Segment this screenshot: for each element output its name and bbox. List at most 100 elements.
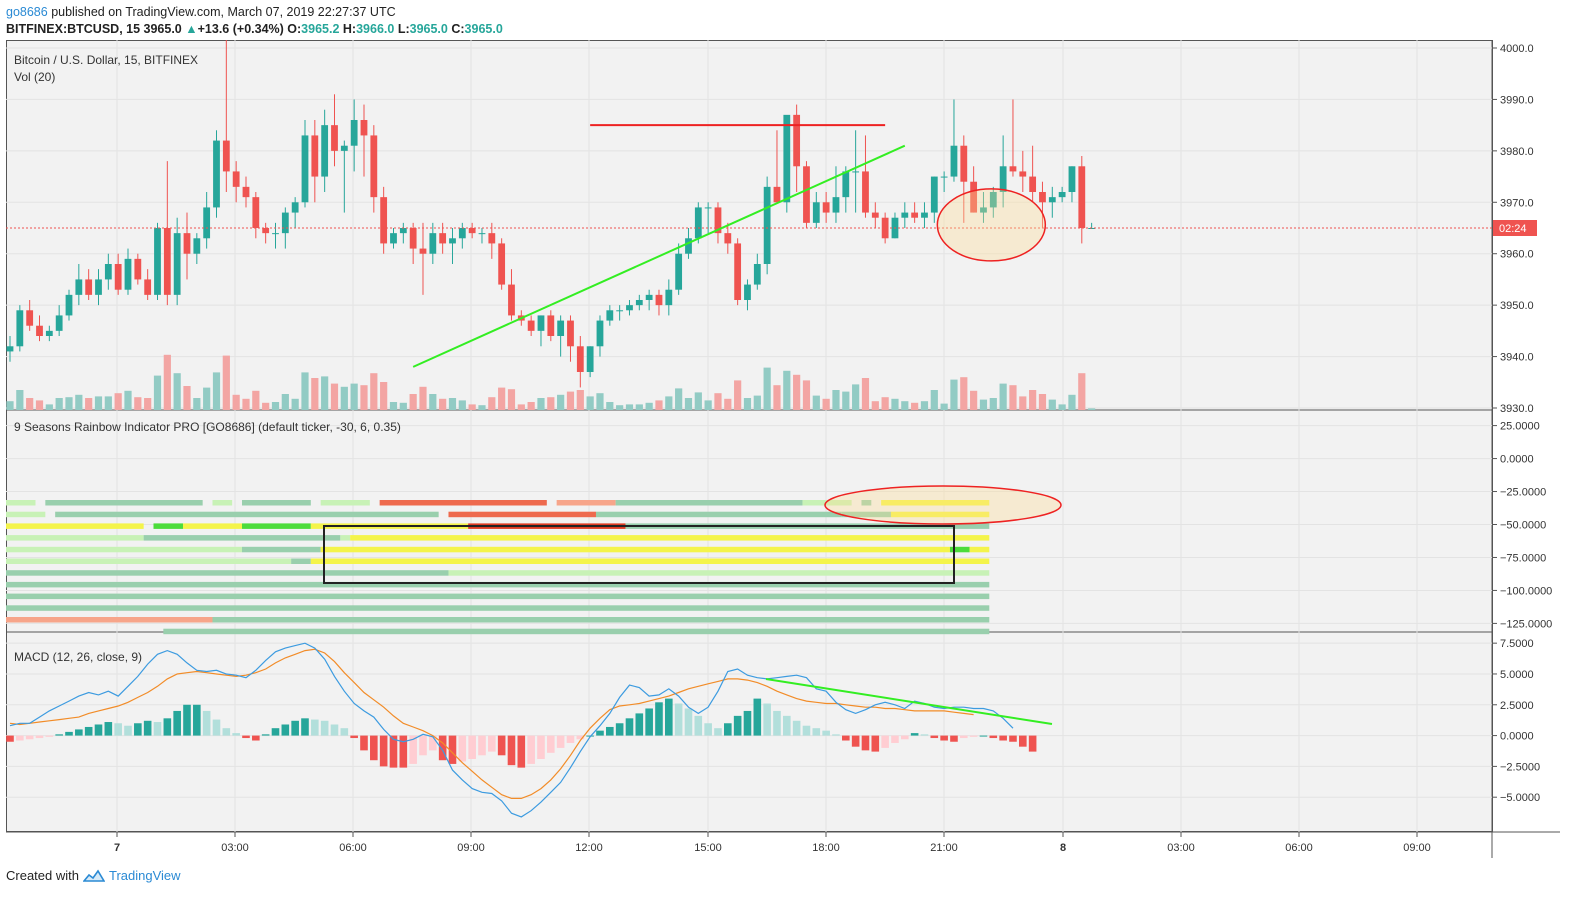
histogram-bar (724, 723, 732, 736)
volume-bar (468, 404, 476, 410)
candle-body (586, 346, 594, 372)
candle-body (999, 166, 1007, 192)
histogram-bar (84, 726, 93, 736)
time-tick-label: 7 (114, 842, 120, 854)
candle-body (537, 315, 545, 331)
candle-body (655, 294, 663, 306)
candle-body (950, 145, 958, 177)
volume-bar (960, 377, 968, 410)
rainbow-segment (320, 546, 950, 553)
histogram-bar (1009, 735, 1017, 742)
histogram-bar (252, 735, 260, 741)
publish-line: go8686 published on TradingView.com, Mar… (6, 4, 503, 21)
volume-bar (45, 404, 53, 410)
volume-bar (743, 398, 752, 410)
volume-bar (291, 398, 299, 410)
candle-body (252, 197, 260, 228)
histogram-bar (173, 710, 181, 736)
created-with-text: Created with (6, 868, 79, 883)
volume-bar (665, 396, 673, 410)
rainbow-segment (6, 500, 36, 506)
volume-bar (1068, 394, 1076, 410)
histogram-bar (910, 733, 919, 736)
candle-body (390, 233, 397, 244)
histogram-bar (114, 723, 122, 736)
rainbow-segment (615, 500, 803, 506)
histogram-bar (370, 735, 378, 761)
rainbow-segment (6, 617, 213, 623)
time-tick-label: 09:00 (1403, 842, 1431, 854)
candle-body (822, 202, 830, 213)
volume-bar (930, 390, 938, 410)
histogram-bar (261, 734, 270, 736)
volume-bar (724, 398, 732, 410)
rainbow-segment (6, 511, 46, 518)
volume-bar (183, 386, 191, 410)
candle-body (6, 346, 14, 352)
histogram-bar (861, 735, 870, 751)
chart-svg[interactable]: 7 03:00 06:00 09:00 12:00 15:00 18:00 21:00 8 03:… (6, 40, 1560, 858)
candle-body (213, 140, 220, 208)
candle-body (203, 207, 211, 239)
candle-body (724, 233, 732, 244)
candle-body (134, 258, 142, 280)
rainbow-segment (212, 617, 990, 623)
rainbow-segment (291, 558, 311, 564)
volume-bar (35, 400, 44, 410)
candle-body (783, 114, 791, 203)
rainbow-segment (241, 500, 311, 506)
candle-body (498, 243, 506, 285)
histogram-bar (714, 728, 722, 736)
histogram-bar (635, 713, 644, 736)
candle-body (1078, 166, 1086, 228)
ohlc-line: BITFINEX:BTCUSD, 15 3965.0 ▲+13.6 (+0.34… (6, 21, 503, 38)
candle-body (95, 279, 102, 295)
time-tick-label: 03:00 (221, 842, 249, 854)
histogram-bar (763, 703, 771, 736)
rainbow-segment (6, 558, 292, 564)
volume-bar (675, 388, 683, 410)
tradingview-brand[interactable]: TradingView (108, 868, 181, 883)
rainbow-segment (969, 546, 990, 553)
candle-body (911, 212, 919, 218)
price-tick-label: 3940.0 (1500, 352, 1534, 364)
volume-bar (389, 402, 398, 410)
chart-area[interactable]: 7 03:00 06:00 09:00 12:00 15:00 18:00 21:00 8 03:… (6, 40, 1560, 858)
volume-bar (734, 380, 742, 410)
candle-body (380, 197, 388, 244)
candle-body (301, 135, 309, 203)
indicator-tick-label: 25.0000 (1500, 421, 1540, 433)
indicator-title: 9 Seasons Rainbow Indicator PRO [GO8686]… (14, 420, 401, 434)
high-value: 3966.0 (356, 22, 395, 36)
publisher-name[interactable]: go8686 (6, 5, 48, 19)
price-tick-label: 3930.0 (1500, 403, 1534, 415)
histogram-bar (153, 722, 162, 736)
volume-bar (104, 396, 112, 410)
volume-bar (212, 372, 221, 410)
open-label: O: (287, 22, 302, 36)
candle-body (1068, 166, 1076, 192)
candle-body (960, 145, 968, 182)
rainbow-segment (556, 500, 616, 506)
histogram-bar (65, 731, 73, 736)
up-arrow-icon: ▲ (185, 22, 198, 36)
volume-bar (458, 400, 466, 410)
candle-body (871, 212, 879, 218)
candle-body (488, 233, 496, 244)
candle-body (1058, 192, 1066, 198)
volume-bar (714, 393, 722, 410)
histogram-bar (704, 723, 712, 736)
histogram-bar (55, 734, 63, 736)
volume-bar (124, 390, 132, 410)
volume-bar (193, 398, 201, 410)
volume-bar (252, 390, 260, 410)
candle-body (567, 320, 574, 347)
histogram-bar (291, 720, 299, 736)
histogram-bar (606, 726, 614, 736)
histogram-bar (527, 735, 535, 764)
histogram-bar (340, 728, 349, 736)
volume-bar (488, 397, 496, 410)
histogram-bar (438, 735, 447, 761)
histogram-bar (1028, 735, 1037, 752)
candle-body (557, 320, 565, 336)
